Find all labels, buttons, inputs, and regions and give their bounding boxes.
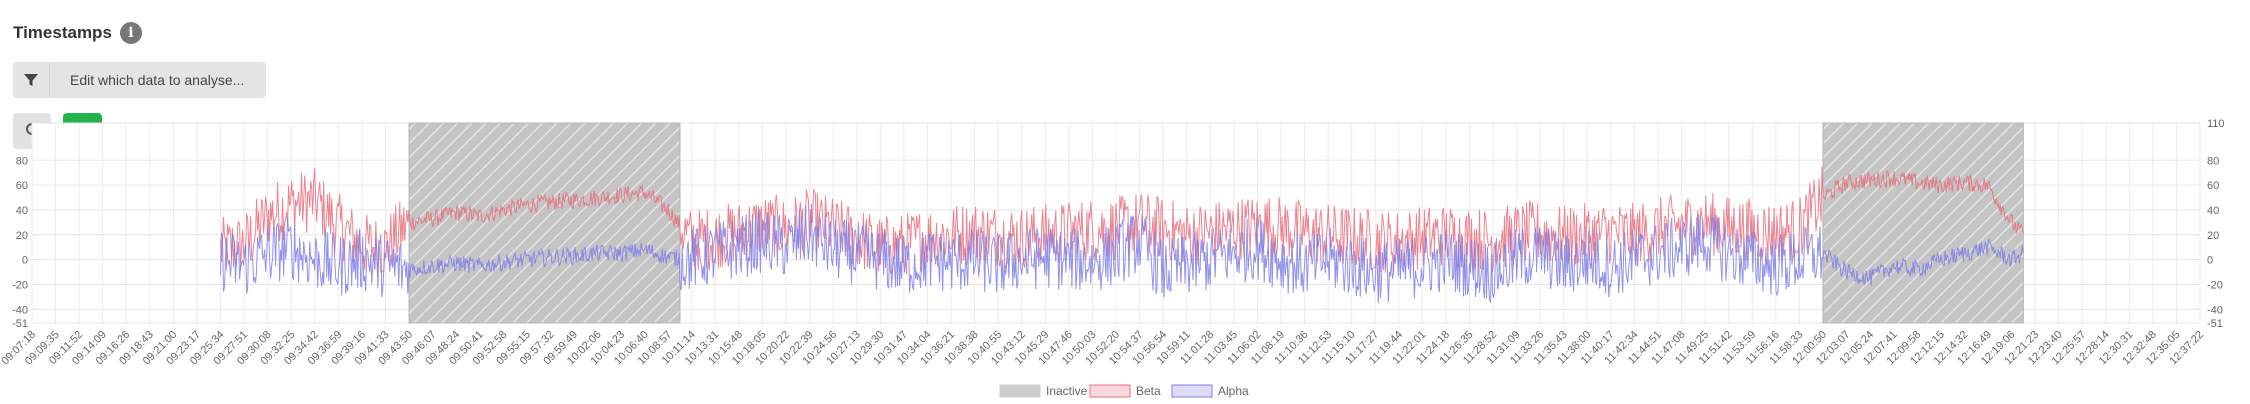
legend-swatch-beta bbox=[1089, 384, 1131, 398]
y-tick-label-right: -51 bbox=[2207, 318, 2223, 330]
legend-label-inactive: Inactive bbox=[1046, 384, 1088, 398]
legend-label-beta: Beta bbox=[1136, 384, 1161, 398]
page-header: Timestamps i bbox=[13, 18, 142, 48]
y-tick-label-right: 60 bbox=[2207, 180, 2219, 192]
legend-label-alpha: Alpha bbox=[1218, 384, 1249, 398]
y-tick-label-left: 80 bbox=[16, 155, 28, 167]
filter-button-label: Edit which data to analyse... bbox=[70, 72, 245, 88]
y-tick-label-left: -51 bbox=[12, 318, 28, 330]
y-tick-label-left: -20 bbox=[12, 279, 28, 291]
inactive-region bbox=[1822, 122, 2024, 324]
legend-swatch-inactive bbox=[999, 384, 1041, 398]
y-tick-label-right: -40 bbox=[2207, 304, 2223, 316]
series-line-alpha bbox=[220, 203, 2024, 304]
filter-icon bbox=[13, 62, 50, 98]
y-tick-label-left: 60 bbox=[16, 180, 28, 192]
inactive-region bbox=[408, 122, 681, 324]
y-tick-label-left: 20 bbox=[16, 230, 28, 242]
y-tick-label-right: -20 bbox=[2207, 279, 2223, 291]
y-tick-label-left: 40 bbox=[16, 205, 28, 217]
y-tick-label-right: 0 bbox=[2207, 255, 2213, 267]
y-tick-label-right: 110 bbox=[2207, 118, 2225, 130]
edit-data-filter-button[interactable]: Edit which data to analyse... bbox=[13, 62, 266, 98]
y-tick-label-right: 80 bbox=[2207, 155, 2219, 167]
y-tick-label-right: 20 bbox=[2207, 230, 2219, 242]
legend-swatch-alpha bbox=[1171, 384, 1213, 398]
y-tick-label-left: -40 bbox=[12, 304, 28, 316]
info-icon[interactable]: i bbox=[119, 22, 142, 44]
page-title: Timestamps bbox=[13, 23, 112, 42]
y-tick-label-right: 40 bbox=[2207, 205, 2219, 217]
y-tick-label-left: 0 bbox=[22, 255, 28, 267]
